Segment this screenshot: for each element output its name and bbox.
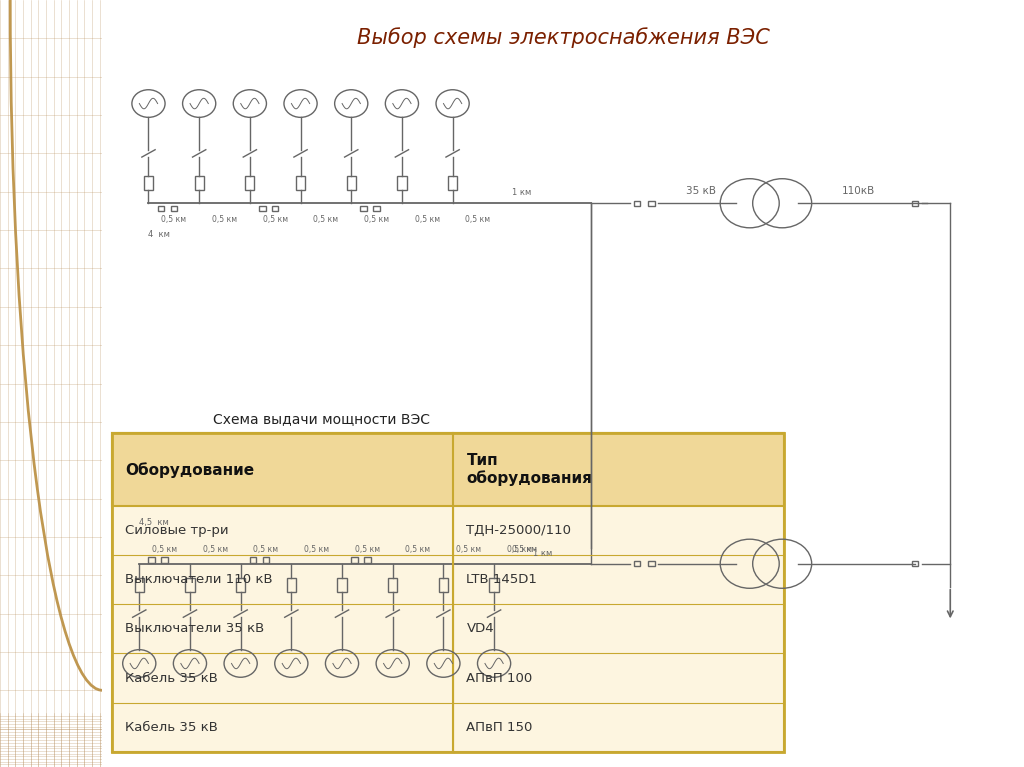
Bar [351,557,357,563]
Bar [259,206,265,211]
Text: 0,5 км: 0,5 км [507,545,532,554]
Bar [634,561,640,566]
Bar [112,433,784,506]
Bar [148,557,155,563]
Bar [162,557,168,563]
Text: Тип
оборудования: Тип оборудования [467,453,592,486]
Bar [388,578,397,592]
Text: 0,5 км: 0,5 км [212,215,238,224]
Text: Выбор схемы электроснабжения ВЭС: Выбор схемы электроснабжения ВЭС [356,27,770,48]
Text: VD4: VD4 [467,623,494,635]
Text: 0,5 км: 0,5 км [415,215,440,224]
Text: Выключатели 110 кВ: Выключатели 110 кВ [126,574,273,586]
Bar [634,200,640,206]
Text: 0,5 км: 0,5 км [262,215,288,224]
Bar [648,200,655,206]
Text: Кабель 35 кВ: Кабель 35 кВ [126,672,218,684]
Bar [143,176,154,190]
Text: LTB 145D1: LTB 145D1 [467,574,538,586]
Bar [246,176,255,190]
Bar [296,176,305,190]
Bar [365,557,371,563]
Bar [236,578,246,592]
Text: 0,5 км: 0,5 км [406,545,431,554]
Text: 0,5 км: 0,5 км [456,545,481,554]
Bar [912,561,919,566]
Bar [287,578,296,592]
Text: 0,5 км: 0,5 км [354,545,380,554]
Bar [263,557,269,563]
Bar [489,578,499,592]
Bar [397,176,407,190]
Bar [158,206,164,211]
Text: 35 кВ: 35 кВ [686,186,717,196]
Bar [648,561,655,566]
Bar [338,578,346,592]
Bar [185,578,195,592]
Bar [250,557,256,563]
Bar [112,433,784,752]
Bar [360,206,367,211]
Text: Схема выдачи мощности ВЭС: Схема выдачи мощности ВЭС [213,412,430,426]
Bar [346,176,356,190]
Bar [374,206,380,211]
Text: 1 км: 1 км [532,548,552,558]
Text: 4  км: 4 км [148,230,170,239]
Text: Оборудование: Оборудование [126,462,255,478]
Text: 0,5 км: 0,5 км [512,545,537,554]
Text: 1 км: 1 км [512,188,531,197]
Bar [438,578,449,592]
Text: Силовые тр-ри: Силовые тр-ри [126,525,229,537]
Text: Выключатели 35 кВ: Выключатели 35 кВ [126,623,264,635]
Text: 0,5 км: 0,5 км [313,215,339,224]
Text: АПвП 150: АПвП 150 [467,721,532,733]
Text: 0,5 км: 0,5 км [203,545,228,554]
Text: 0,5 км: 0,5 км [364,215,389,224]
Text: 0,5 км: 0,5 км [253,545,279,554]
Text: 110кВ: 110кВ [842,186,874,196]
Bar [112,433,784,752]
Bar [449,176,457,190]
Bar [195,176,204,190]
Bar [912,200,919,206]
Text: АПвП 100: АПвП 100 [467,672,532,684]
Bar [272,206,279,211]
Text: 0,5 км: 0,5 км [304,545,330,554]
Text: 0,5 км: 0,5 км [465,215,490,224]
Text: Кабель 35 кВ: Кабель 35 кВ [126,721,218,733]
Text: 0,5 км: 0,5 км [161,215,186,224]
Bar [135,578,143,592]
Text: 0,5 км: 0,5 км [152,545,177,554]
Text: ТДН-25000/110: ТДН-25000/110 [467,525,571,537]
Bar [171,206,177,211]
Text: 4,5  км: 4,5 км [139,518,169,527]
